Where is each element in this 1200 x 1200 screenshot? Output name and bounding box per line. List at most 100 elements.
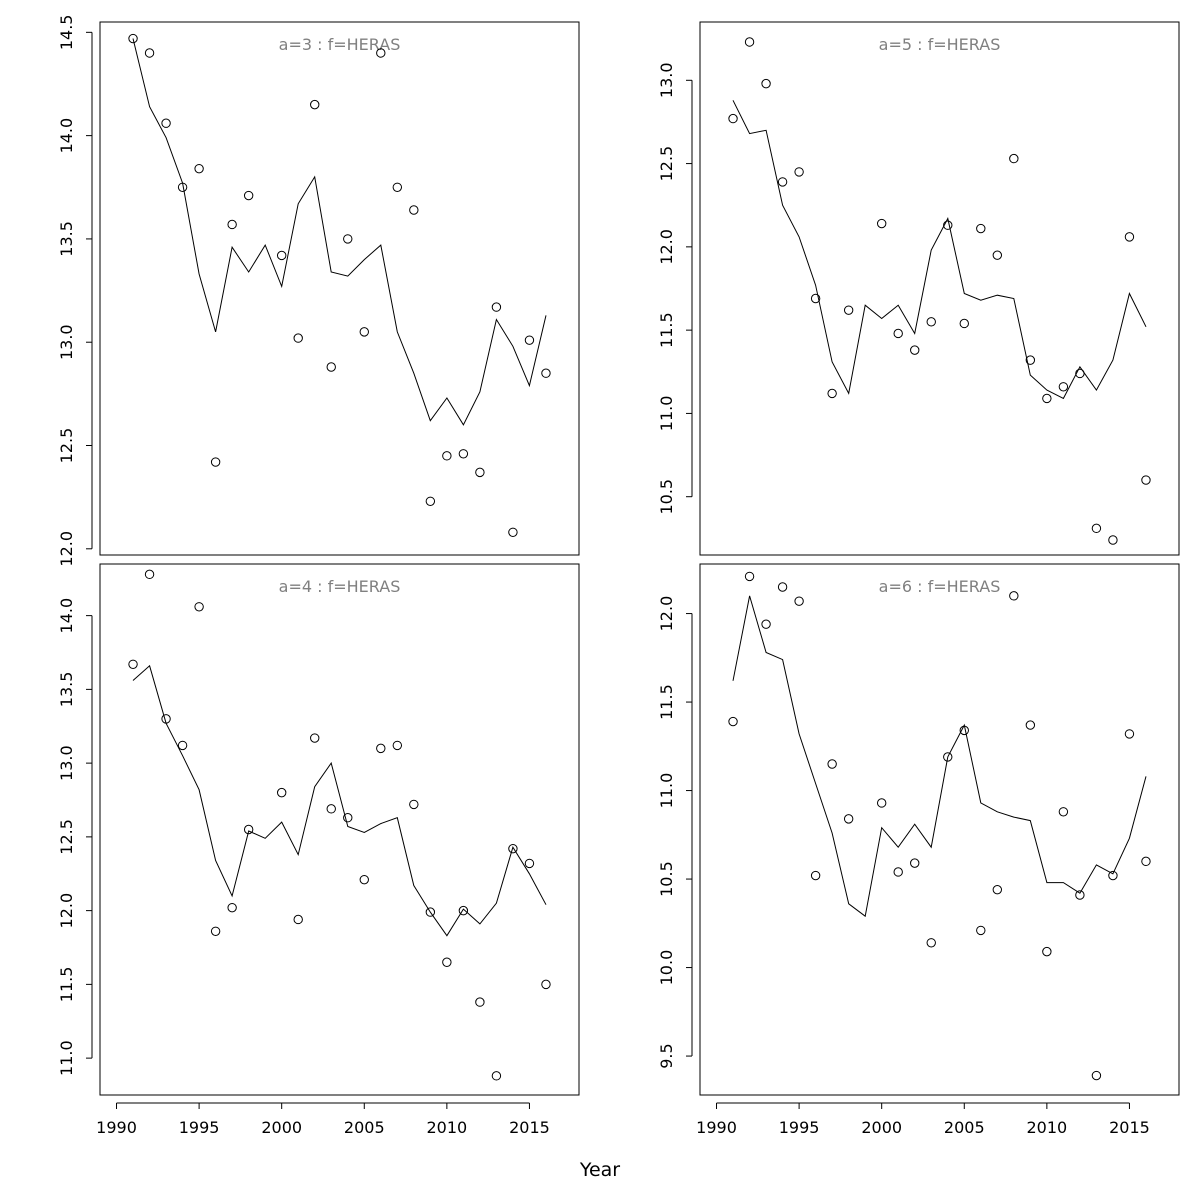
data-point bbox=[976, 925, 986, 936]
data-point bbox=[227, 902, 237, 913]
x-tick-label: 2010 bbox=[1027, 1118, 1068, 1137]
data-point bbox=[1091, 1070, 1102, 1081]
data-point bbox=[243, 824, 254, 835]
data-point bbox=[227, 219, 237, 230]
data-point bbox=[1124, 232, 1135, 242]
data-point bbox=[310, 99, 320, 110]
y-tick-label: 12.0 bbox=[57, 893, 76, 929]
data-point bbox=[458, 905, 469, 916]
data-point bbox=[326, 362, 336, 372]
data-point bbox=[458, 449, 469, 459]
x-tick-label: 2000 bbox=[861, 1118, 902, 1137]
y-tick-label: 12.0 bbox=[657, 596, 676, 632]
panel-title: a=5 : f=HERAS bbox=[879, 35, 1001, 54]
data-point bbox=[343, 813, 353, 823]
data-point bbox=[910, 858, 920, 868]
data-point bbox=[508, 843, 518, 854]
panel-3: a=4 : f=HERAS 11.0 11.5 12.0 12.5 13.0 13.5 14.… bbox=[57, 563, 580, 1137]
x-tick-label: 1995 bbox=[779, 1118, 820, 1137]
data-point bbox=[893, 328, 903, 339]
data-point bbox=[524, 858, 535, 869]
data-point bbox=[761, 78, 771, 89]
data-point bbox=[777, 177, 788, 187]
data-point bbox=[777, 582, 788, 592]
y-tick-label: 13.0 bbox=[57, 745, 76, 781]
data-point bbox=[210, 457, 221, 467]
data-point bbox=[1141, 475, 1151, 485]
x-axis: 1990 1995 2000 2005 2010 2015 bbox=[696, 1102, 1150, 1137]
y-tick-label: 13.0 bbox=[57, 324, 76, 360]
data-point bbox=[144, 48, 155, 58]
data-point bbox=[392, 182, 403, 192]
x-tick-label: 2000 bbox=[261, 1118, 302, 1137]
data-point bbox=[1091, 523, 1102, 534]
data-point bbox=[1042, 393, 1052, 404]
data-point bbox=[425, 496, 436, 506]
y-tick-label: 12.5 bbox=[57, 428, 76, 464]
y-tick-label: 13.5 bbox=[57, 672, 76, 708]
data-point bbox=[728, 113, 738, 124]
y-axis: 12.0 12.5 13.0 13.5 14.0 14.5 bbox=[57, 15, 93, 567]
panel-title: a=6 : f=HERAS bbox=[879, 577, 1001, 596]
y-tick-label: 9.5 bbox=[657, 1043, 676, 1068]
data-point bbox=[827, 759, 837, 769]
data-point bbox=[1058, 807, 1069, 817]
data-point bbox=[876, 218, 887, 229]
data-point bbox=[442, 451, 452, 461]
data-point bbox=[376, 743, 386, 754]
x-tick-label: 1995 bbox=[179, 1118, 220, 1137]
data-point bbox=[959, 318, 969, 329]
data-point bbox=[161, 118, 171, 128]
data-point bbox=[442, 957, 452, 967]
y-tick-label: 10.0 bbox=[657, 950, 676, 986]
data-point bbox=[876, 798, 887, 808]
fitted-line bbox=[732, 100, 1147, 400]
data-point bbox=[276, 250, 287, 261]
data-point bbox=[1058, 382, 1069, 392]
data-point bbox=[761, 619, 771, 629]
x-tick-label: 2015 bbox=[509, 1118, 550, 1137]
fitted-line bbox=[132, 38, 547, 426]
data-point bbox=[794, 167, 804, 177]
panel-title: a=4 : f=HERAS bbox=[279, 577, 401, 596]
data-point bbox=[359, 327, 369, 337]
data-point bbox=[943, 220, 953, 230]
data-point bbox=[926, 317, 936, 327]
data-point bbox=[359, 874, 369, 885]
data-point bbox=[893, 867, 903, 877]
plot-frame bbox=[99, 21, 580, 556]
x-tick-label: 2005 bbox=[944, 1118, 985, 1137]
y-tick-label: 14.0 bbox=[57, 598, 76, 634]
data-point bbox=[409, 205, 419, 215]
data-point bbox=[926, 938, 936, 948]
data-point bbox=[1075, 368, 1085, 379]
y-tick-label: 11.5 bbox=[657, 312, 676, 348]
y-tick-label: 12.5 bbox=[57, 819, 76, 855]
data-point bbox=[1009, 591, 1019, 601]
data-point bbox=[1025, 720, 1036, 730]
y-axis: 10.5 11.0 11.5 12.0 12.5 13.0 bbox=[657, 62, 693, 515]
data-point bbox=[541, 368, 551, 378]
data-point bbox=[293, 333, 303, 343]
data-point bbox=[425, 907, 436, 917]
y-tick-label: 12.0 bbox=[57, 531, 76, 567]
data-point bbox=[343, 234, 353, 244]
y-tick-label: 13.5 bbox=[57, 221, 76, 257]
data-point bbox=[1009, 153, 1019, 164]
data-point bbox=[1075, 890, 1085, 900]
data-point bbox=[976, 223, 986, 234]
data-point bbox=[910, 345, 920, 355]
data-point bbox=[194, 602, 204, 612]
x-axis-title: Year bbox=[579, 1159, 620, 1181]
data-point bbox=[524, 335, 535, 345]
data-point bbox=[392, 740, 403, 751]
y-tick-label: 11.0 bbox=[57, 1040, 76, 1076]
y-tick-label: 14.0 bbox=[57, 118, 76, 154]
data-point bbox=[128, 659, 138, 669]
data-point bbox=[293, 914, 303, 925]
y-tick-label: 10.5 bbox=[657, 479, 676, 515]
y-tick-label: 14.5 bbox=[57, 15, 76, 51]
data-point bbox=[810, 293, 821, 304]
data-point bbox=[326, 804, 336, 814]
